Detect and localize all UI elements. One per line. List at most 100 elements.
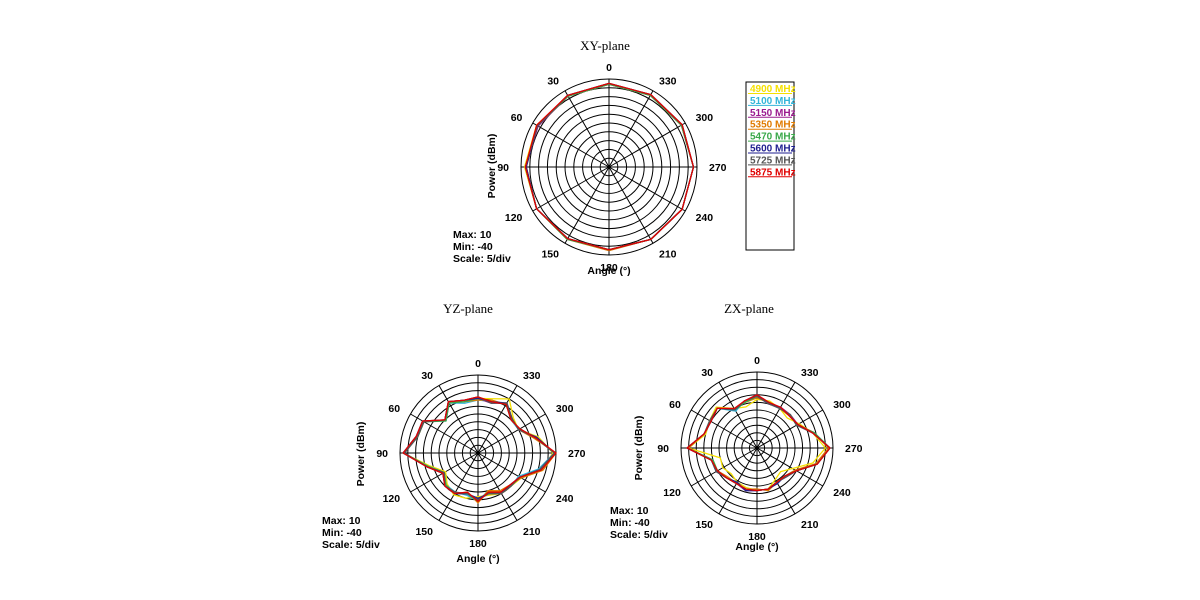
scale-step: Scale: 5/div	[453, 253, 511, 265]
grid-spoke	[477, 452, 546, 493]
angle-tick-label: 270	[709, 162, 727, 174]
angle-tick-label: 120	[663, 487, 681, 499]
grid-spoke	[608, 166, 654, 244]
scale-step: Scale: 5/div	[610, 529, 668, 541]
angle-tick-label: 330	[801, 367, 819, 379]
grid-spoke	[410, 413, 479, 454]
angle-axis-label: Angle (°)	[587, 265, 630, 277]
angle-tick-label: 150	[695, 519, 713, 531]
grid-spoke	[756, 409, 824, 449]
angle-tick-label: 90	[657, 443, 669, 455]
scale-min: Min: -40	[610, 517, 650, 529]
scale-min: Min: -40	[322, 527, 362, 539]
angle-tick-label: 210	[659, 249, 677, 261]
angle-tick-label: 180	[748, 531, 766, 543]
polar-grid	[680, 371, 834, 525]
legend-entry: 5725 MHz	[750, 155, 796, 166]
scale-info: Max: 10 Min: -40 Scale: 5/div	[610, 505, 668, 541]
angle-tick-label: 180	[469, 538, 487, 550]
scale-step: Scale: 5/div	[322, 539, 380, 551]
grid-spoke	[477, 385, 518, 454]
series-line	[404, 396, 556, 501]
scale-max: Max: 10	[610, 505, 649, 517]
angle-tick-label: 0	[754, 355, 760, 367]
grid-spoke	[477, 452, 518, 521]
grid-spoke	[718, 381, 758, 449]
series-lines	[402, 396, 557, 504]
chart-zx-plane: ZX-plane 0 330 300 270 240 210 180 150 120 90 60 30…	[610, 301, 863, 553]
angle-tick-label: 210	[801, 519, 819, 531]
radial-axis-label: Power (dBm)	[355, 422, 367, 487]
angle-tick-label: 120	[383, 493, 401, 505]
angle-tick-label: 0	[606, 62, 612, 74]
angle-ticks: 0 330 300 270 240 210 180 150 120 90 60 30	[657, 355, 862, 543]
polar-grid	[520, 78, 698, 256]
grid-spoke	[756, 447, 796, 515]
angle-tick-label: 30	[701, 367, 713, 379]
grid-spoke	[608, 122, 686, 168]
chart-title: YZ-plane	[443, 301, 493, 316]
grid-spoke	[564, 90, 610, 168]
angle-tick-label: 150	[415, 526, 433, 538]
legend-box	[745, 81, 795, 251]
angle-tick-label: 240	[833, 487, 851, 499]
radial-axis-label: Power (dBm)	[486, 134, 498, 199]
angle-tick-label: 300	[696, 112, 714, 124]
chart-yz-plane: YZ-plane 0 330 300 270 240 210 180 150 120 90 60 30…	[322, 301, 586, 565]
series-lines	[686, 394, 831, 492]
angle-tick-label: 300	[833, 399, 851, 411]
angle-tick-label: 240	[696, 212, 714, 224]
angle-tick-label: 270	[845, 443, 863, 455]
grid-spoke	[532, 166, 610, 212]
grid-spoke	[438, 452, 479, 521]
scale-info: Max: 10 Min: -40 Scale: 5/div	[322, 515, 380, 551]
chart-title: XY-plane	[580, 38, 630, 53]
grid-spoke	[756, 447, 824, 487]
scale-info: Max: 10 Min: -40 Scale: 5/div	[453, 229, 511, 265]
polar-grid	[399, 374, 557, 532]
angle-tick-label: 60	[669, 399, 681, 411]
series-line	[686, 394, 831, 492]
angle-tick-label: 270	[568, 448, 586, 460]
grid-spoke	[718, 447, 758, 515]
scale-max: Max: 10	[453, 229, 492, 241]
legend-entry: 5470 MHz	[750, 132, 796, 143]
grid-spoke	[438, 385, 479, 454]
series-line	[524, 82, 695, 251]
grid-spoke	[532, 122, 610, 168]
radial-axis-label: Power (dBm)	[633, 416, 645, 481]
grid-spoke	[690, 409, 758, 449]
series-lines	[523, 82, 695, 252]
grid-spoke	[608, 166, 686, 212]
angle-tick-label: 180	[600, 262, 618, 274]
angle-tick-label: 330	[523, 370, 541, 382]
grid-spoke	[608, 90, 654, 168]
angle-tick-label: 60	[511, 112, 523, 124]
angle-axis-label: Angle (°)	[456, 553, 499, 565]
angle-axis-label: Angle (°)	[735, 541, 778, 553]
legend-entry: 5150 MHz	[750, 108, 796, 119]
legend-entry: 5350 MHz	[750, 120, 796, 131]
scale-min: Min: -40	[453, 241, 493, 253]
angle-tick-label: 30	[547, 75, 559, 87]
angle-tick-label: 150	[541, 249, 559, 261]
scale-max: Max: 10	[322, 515, 361, 527]
angle-ticks: 0 330 300 270 240 210 180 150 120 90 60 30	[376, 358, 585, 550]
grid-spoke	[477, 413, 546, 454]
legend-entry: 5100 MHz	[750, 96, 796, 107]
angle-tick-label: 0	[475, 358, 481, 370]
chart-title: ZX-plane	[724, 301, 774, 316]
legend-entry: 4900 MHz	[750, 84, 796, 95]
angle-tick-label: 60	[388, 403, 400, 415]
angle-tick-label: 300	[556, 403, 574, 415]
angle-tick-label: 90	[497, 162, 509, 174]
angle-tick-label: 90	[376, 448, 388, 460]
legend-entry: 5875 MHz	[750, 167, 796, 178]
chart-xy-plane: XY-plane 0 330 300 270 240 210 180 150 120 90 60 30…	[453, 38, 727, 277]
angle-tick-label: 240	[556, 493, 574, 505]
legend-entry: 5600 MHz	[750, 144, 796, 155]
grid-spoke	[756, 381, 796, 449]
